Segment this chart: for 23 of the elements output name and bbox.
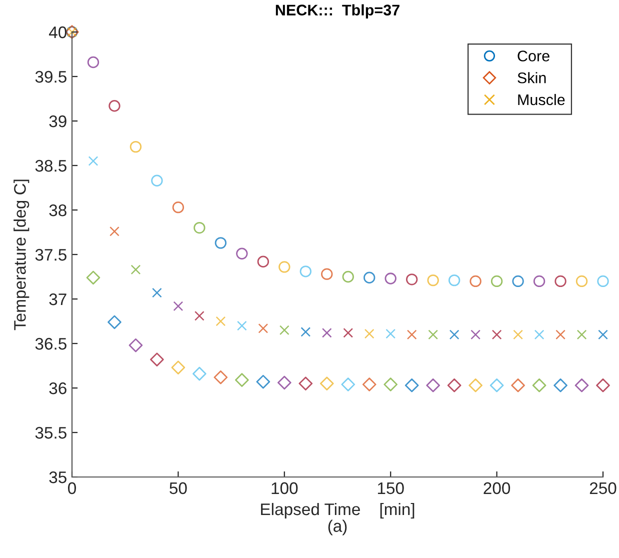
x-tick-label: 150 [378,482,404,494]
legend-label: Core [518,50,550,62]
y-tick-label: 35.5 [35,426,66,439]
y-tick-label: 40 [48,26,66,38]
legend-label: Muscle [518,94,565,106]
y-tick-label: 36 [49,382,66,394]
x-tick-label: 250 [590,482,616,494]
y-tick-label: 39 [49,115,66,128]
y-tick-label: 36.5 [35,338,66,350]
y-tick-label: 38 [49,204,66,216]
x-tick-label: 0 [68,482,76,494]
y-tick-label: 35 [49,471,66,484]
legend-label: Skin [518,72,546,84]
y-tick-label: 37 [49,293,66,306]
x-tick-label: 100 [272,482,298,494]
y-tick-label: 38.5 [35,160,66,172]
x-tick-label: 50 [170,482,187,494]
x-tick-label: 200 [484,482,510,494]
x-axis-title: Elapsed Time [min] (a) [261,502,414,536]
chart-title: NECK::: Tblp=37 [276,4,400,19]
y-tick-label: 37.5 [35,248,66,261]
y-axis-title: Temperature [deg C] [14,180,30,330]
y-tick-label: 39.5 [35,70,66,83]
